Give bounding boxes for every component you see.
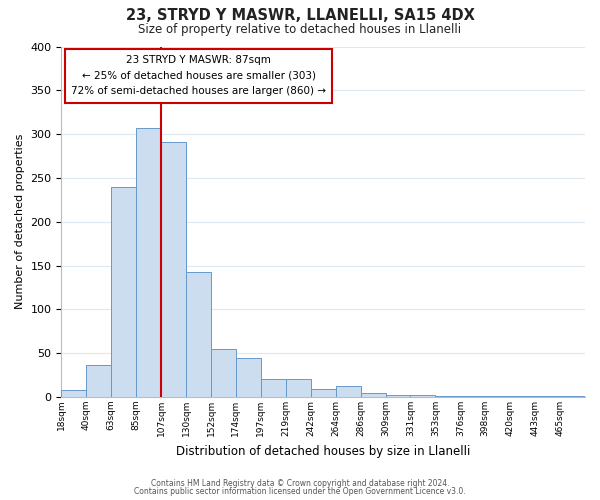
Bar — [535, 396, 560, 397]
X-axis label: Distribution of detached houses by size in Llanelli: Distribution of detached houses by size … — [176, 444, 470, 458]
Bar — [111, 186, 136, 397]
Bar — [460, 396, 485, 397]
Text: Contains public sector information licensed under the Open Government Licence v3: Contains public sector information licen… — [134, 487, 466, 496]
Bar — [236, 358, 261, 397]
Bar — [286, 380, 311, 397]
Text: Size of property relative to detached houses in Llanelli: Size of property relative to detached ho… — [139, 22, 461, 36]
Bar — [386, 396, 410, 397]
Bar — [261, 380, 286, 397]
Bar — [560, 396, 585, 397]
Bar — [510, 396, 535, 397]
Bar — [211, 349, 236, 397]
Bar — [86, 364, 111, 397]
Text: 23, STRYD Y MASWR, LLANELLI, SA15 4DX: 23, STRYD Y MASWR, LLANELLI, SA15 4DX — [125, 8, 475, 22]
Bar — [311, 389, 335, 397]
Bar — [361, 392, 386, 397]
Bar — [436, 396, 460, 397]
Bar — [485, 396, 510, 397]
Bar — [61, 390, 86, 397]
Bar — [410, 396, 436, 397]
Bar — [186, 272, 211, 397]
Bar — [335, 386, 361, 397]
Bar — [136, 128, 161, 397]
Y-axis label: Number of detached properties: Number of detached properties — [15, 134, 25, 310]
Text: 23 STRYD Y MASWR: 87sqm
← 25% of detached houses are smaller (303)
72% of semi-d: 23 STRYD Y MASWR: 87sqm ← 25% of detache… — [71, 56, 326, 96]
Text: Contains HM Land Registry data © Crown copyright and database right 2024.: Contains HM Land Registry data © Crown c… — [151, 478, 449, 488]
Bar — [161, 142, 186, 397]
